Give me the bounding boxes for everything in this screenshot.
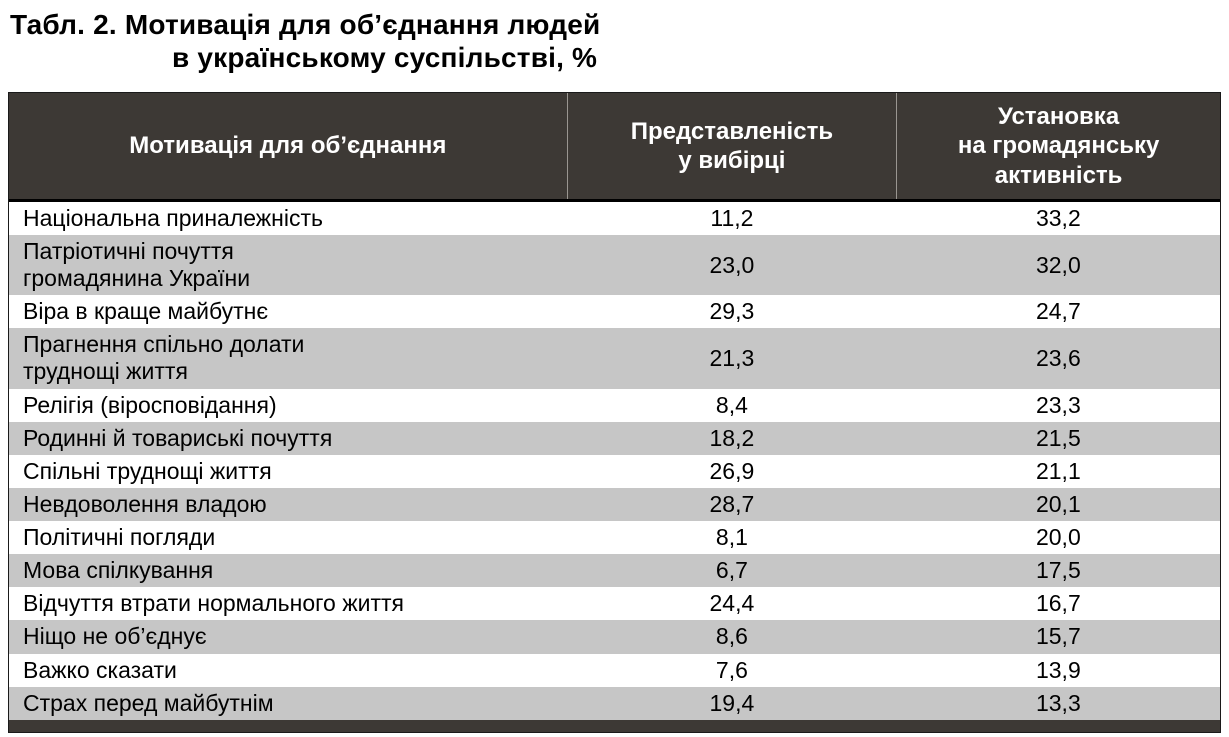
title-line-1: Табл. 2. Мотивація для об’єднання людей <box>10 9 601 40</box>
header-motivation: Мотивація для об’єднання <box>9 93 568 202</box>
row-label: Важко сказати <box>23 656 177 683</box>
header-row: Мотивація для об’єднання Представленість… <box>9 93 1220 202</box>
table-row: Прагнення спільно долати труднощі життя … <box>9 328 1220 389</box>
row-sample-value: 8,4 <box>715 391 748 418</box>
row-label: Спільні труднощі життя <box>23 457 272 484</box>
row-civic-value: 21,1 <box>1035 457 1081 484</box>
table-row: Спільні труднощі життя 26,9 21,1 <box>9 455 1220 488</box>
motivation-table: Мотивація для об’єднання Представленість… <box>9 93 1220 720</box>
table-row: Страх перед майбутнім 19,4 13,3 <box>9 686 1220 720</box>
row-sample-value: 23,0 <box>709 251 755 278</box>
row-label: Ніщо не об’єднує <box>23 623 207 650</box>
table-row: Віра в краще майбутнє 29,3 24,7 <box>9 295 1220 328</box>
row-sample-value: 8,1 <box>715 524 748 551</box>
row-sample-value: 19,4 <box>709 689 755 716</box>
header-civic-activity: Установка на громадянську активність <box>896 93 1220 202</box>
row-label: Релігія (віросповідання) <box>23 391 277 418</box>
row-civic-value: 13,9 <box>1035 656 1081 683</box>
row-label: Страх перед майбутнім <box>23 689 274 716</box>
row-sample-value: 21,3 <box>709 344 755 371</box>
table-row: Невдоволення владою 28,7 20,1 <box>9 487 1220 522</box>
table-row: Патріотичні почуття громадянина України … <box>9 234 1220 296</box>
row-civic-value: 20,0 <box>1035 524 1081 551</box>
table-row: Національна приналежність 11,2 33,2 <box>9 200 1220 235</box>
row-label: Національна приналежність <box>23 204 324 231</box>
row-sample-value: 6,7 <box>715 557 748 584</box>
table-bottom-bar <box>9 719 1220 732</box>
row-civic-value: 16,7 <box>1035 590 1081 617</box>
row-sample-value: 7,6 <box>715 656 748 683</box>
table-row: Ніщо не об’єднує 8,6 15,7 <box>9 620 1220 654</box>
row-label: Патріотичні почуття громадянина України <box>23 237 251 292</box>
row-label: Віра в краще майбутнє <box>23 298 269 325</box>
row-civic-value: 21,5 <box>1035 424 1081 451</box>
row-civic-value: 20,1 <box>1035 490 1081 517</box>
row-label: Родинні й товариські почуття <box>23 424 333 451</box>
row-sample-value: 29,3 <box>709 298 755 325</box>
row-sample-value: 11,2 <box>710 204 754 231</box>
row-civic-value: 23,6 <box>1035 344 1081 371</box>
row-sample-value: 24,4 <box>709 590 755 617</box>
row-label: Політичні погляди <box>23 524 216 551</box>
row-label: Невдоволення владою <box>23 490 267 517</box>
table-row: Родинні й товариські почуття 18,2 21,5 <box>9 421 1220 455</box>
table-title: Табл. 2. Мотивація для об’єднання людей … <box>10 8 1221 74</box>
row-civic-value: 13,3 <box>1035 689 1081 716</box>
table-wrap: Мотивація для об’єднання Представленість… <box>8 92 1221 733</box>
table-row: Відчуття втрати нормального життя 24,4 1… <box>9 587 1220 620</box>
row-sample-value: 26,9 <box>709 457 755 484</box>
row-sample-value: 18,2 <box>709 424 755 451</box>
row-sample-value: 28,7 <box>709 490 755 517</box>
table-row: Важко сказати 7,6 13,9 <box>9 654 1220 687</box>
row-civic-value: 24,7 <box>1035 298 1081 325</box>
row-civic-value: 15,7 <box>1035 623 1081 650</box>
table-row: Політичні погляди 8,1 20,0 <box>9 521 1220 554</box>
row-label: Мова спілкування <box>23 557 214 584</box>
title-line-2: в українському суспільстві, % <box>172 42 598 74</box>
row-sample-value: 8,6 <box>715 623 748 650</box>
row-label: Прагнення спільно долати труднощі життя <box>23 331 305 385</box>
table-row: Релігія (віросповідання) 8,4 23,3 <box>9 389 1220 422</box>
row-civic-value: 33,2 <box>1035 204 1081 231</box>
header-sample-representation: Представленість у вибірці <box>566 93 897 202</box>
row-civic-value: 32,0 <box>1035 251 1081 278</box>
row-civic-value: 17,5 <box>1035 557 1081 584</box>
table-body: Національна приналежність 11,2 33,2 Патр… <box>9 200 1220 720</box>
table-header: Мотивація для об’єднання Представленість… <box>9 93 1220 202</box>
table-row: Мова спілкування 6,7 17,5 <box>9 554 1220 588</box>
row-label: Відчуття втрати нормального життя <box>23 590 404 617</box>
row-civic-value: 23,3 <box>1035 391 1081 418</box>
